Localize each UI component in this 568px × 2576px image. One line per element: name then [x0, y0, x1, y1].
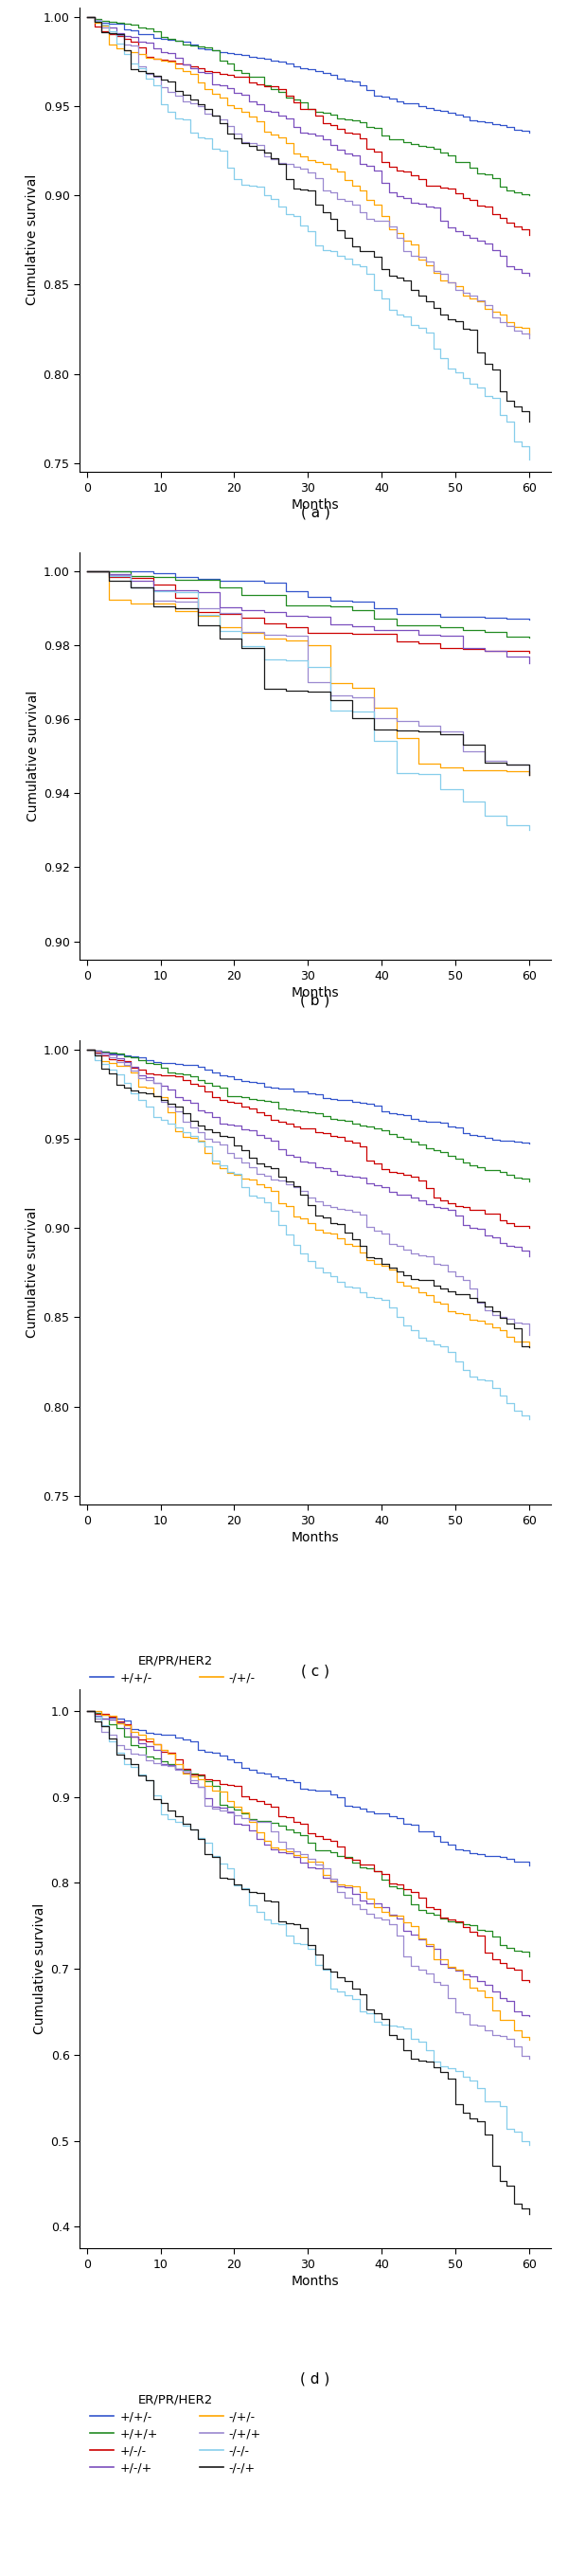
Y-axis label: Cumulative survival: Cumulative survival — [26, 175, 39, 307]
Text: ( a ): ( a ) — [300, 505, 330, 520]
Y-axis label: Cumulative survival: Cumulative survival — [26, 690, 39, 822]
X-axis label: Months: Months — [291, 1530, 339, 1543]
Y-axis label: Cumulative survival: Cumulative survival — [34, 1904, 47, 2035]
X-axis label: Months: Months — [291, 2275, 339, 2287]
Y-axis label: Cumulative survival: Cumulative survival — [26, 1208, 39, 1337]
Legend: +/+/-, +/+/+, +/-/-, +/-/+, -/+/-, -/+/+, -/-/-, -/-/+: +/+/-, +/+/+, +/-/-, +/-/+, -/+/-, -/+/+… — [85, 2388, 266, 2478]
X-axis label: Months: Months — [291, 987, 339, 999]
Text: ( b ): ( b ) — [300, 994, 330, 1007]
X-axis label: Months: Months — [291, 497, 339, 513]
Text: ( d ): ( d ) — [300, 2372, 330, 2385]
Legend: +/+/-, +/+/+, +/-/-, +/-/+, -/+/-, -/+/+, -/-/-, -/-/+: +/+/-, +/+/+, +/-/-, +/-/+, -/+/-, -/+/+… — [85, 1649, 266, 1739]
Text: ( c ): ( c ) — [301, 1664, 329, 1680]
